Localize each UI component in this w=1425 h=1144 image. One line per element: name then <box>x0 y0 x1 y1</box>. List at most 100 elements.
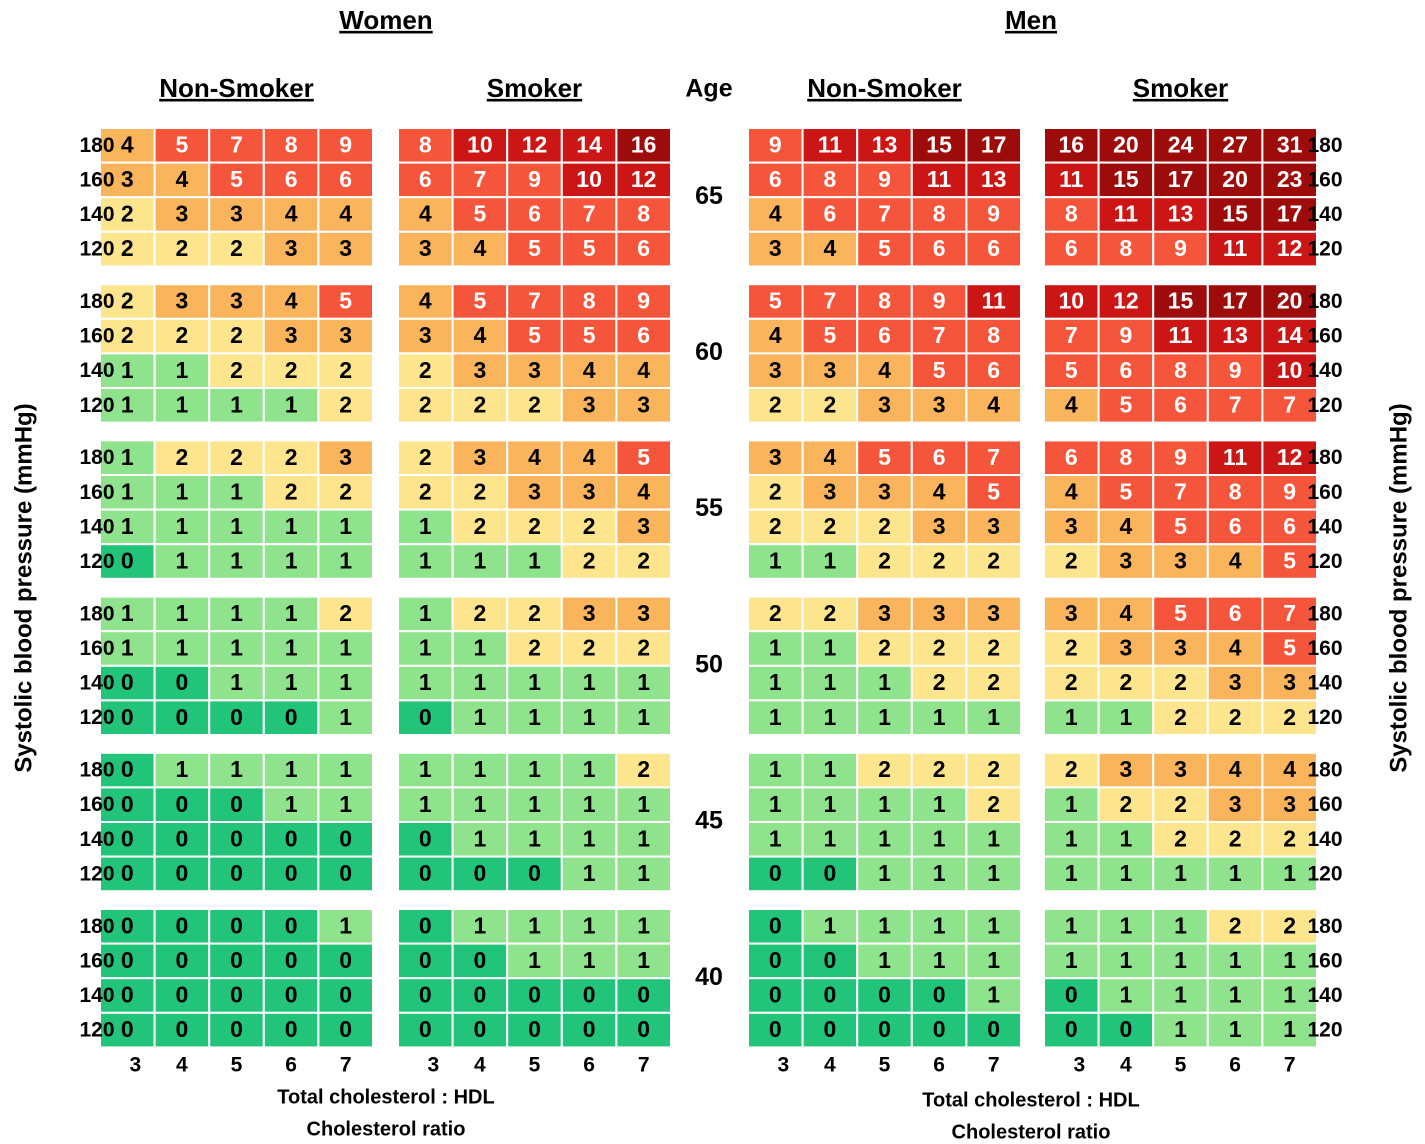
risk-value: 4 <box>878 357 891 383</box>
risk-value: 1 <box>987 704 1000 730</box>
risk-value: 20 <box>1113 131 1139 157</box>
risk-value: 1 <box>824 912 837 938</box>
risk-cell <box>99 1011 156 1049</box>
risk-value: 3 <box>1120 635 1133 661</box>
risk-value: 3 <box>878 478 891 504</box>
risk-value: 1 <box>878 860 891 886</box>
risk-value: 15 <box>1222 201 1248 227</box>
risk-cell <box>451 699 509 737</box>
risk-value: 8 <box>1174 357 1187 383</box>
risk-value: 1 <box>583 860 596 886</box>
age-label: 40 <box>695 963 723 991</box>
risk-value: 3 <box>285 235 298 261</box>
risk-value: 8 <box>824 166 837 192</box>
risk-cell <box>451 196 509 233</box>
risk-value: 1 <box>339 704 352 730</box>
risk-value: 2 <box>1283 825 1296 851</box>
risk-value: 3 <box>528 478 541 504</box>
risk-cell <box>397 543 454 580</box>
risk-value: 3 <box>1229 669 1242 695</box>
risk-value: 1 <box>474 791 487 817</box>
risk-value: 7 <box>987 444 1000 470</box>
risk-cell <box>560 664 618 702</box>
risk-value: 2 <box>285 444 298 470</box>
risk-value: 15 <box>1168 288 1194 314</box>
risk-value: 14 <box>576 131 602 157</box>
risk-cell <box>451 283 509 320</box>
risk-cell <box>1043 855 1100 893</box>
risk-value: 3 <box>419 322 432 348</box>
risk-value: 1 <box>176 513 189 539</box>
column-label: 6 <box>933 1054 945 1077</box>
risk-value: 12 <box>522 131 548 157</box>
risk-value: 1 <box>1174 1016 1187 1042</box>
risk-value: 5 <box>878 444 891 470</box>
risk-value: 1 <box>824 669 837 695</box>
risk-cell <box>1206 855 1264 893</box>
risk-cell <box>1261 387 1319 424</box>
risk-value: 2 <box>824 391 837 417</box>
risk-value: 0 <box>121 756 134 782</box>
risk-cell <box>965 230 1023 268</box>
risk-value: 0 <box>419 1016 432 1042</box>
risk-value: 3 <box>637 600 650 626</box>
risk-cell <box>1261 1011 1319 1049</box>
risk-value: 1 <box>528 669 541 695</box>
risk-value: 4 <box>1283 756 1296 782</box>
risk-value: 9 <box>528 166 541 192</box>
risk-value: 0 <box>1065 982 1078 1008</box>
risk-value: 1 <box>1283 860 1296 886</box>
risk-value: 2 <box>474 391 487 417</box>
risk-value: 2 <box>637 548 650 574</box>
risk-value: 3 <box>1174 548 1187 574</box>
y-axis-label-right: Systolic blood pressure (mmHg) <box>1385 403 1412 772</box>
risk-cell <box>965 855 1023 893</box>
risk-cell <box>317 317 374 355</box>
risk-cell <box>451 161 509 199</box>
risk-value: 6 <box>933 235 946 261</box>
group-title: Women <box>339 5 432 35</box>
sbp-label-left: 180 <box>79 915 114 938</box>
column-label: 5 <box>879 1054 891 1077</box>
risk-cell <box>1097 543 1155 580</box>
risk-value: 4 <box>285 288 298 314</box>
risk-value: 11 <box>818 131 843 157</box>
risk-value: 4 <box>933 478 946 504</box>
risk-value: 1 <box>1174 912 1187 938</box>
risk-value: 1 <box>878 912 891 938</box>
risk-value: 1 <box>1174 947 1187 973</box>
risk-cell <box>397 908 454 945</box>
risk-value: 0 <box>285 947 298 973</box>
risk-cell <box>451 630 509 667</box>
risk-value: 2 <box>121 235 134 261</box>
risk-value: 0 <box>769 947 782 973</box>
risk-value: 1 <box>637 669 650 695</box>
risk-value: 2 <box>824 600 837 626</box>
risk-value: 0 <box>121 669 134 695</box>
risk-value: 2 <box>1065 756 1078 782</box>
risk-value: 0 <box>339 1016 352 1042</box>
risk-value: 1 <box>339 756 352 782</box>
risk-cell <box>1043 127 1100 164</box>
sbp-label-left: 180 <box>79 134 114 157</box>
risk-value: 2 <box>474 478 487 504</box>
risk-value: 2 <box>1174 669 1187 695</box>
risk-cell <box>1261 751 1319 789</box>
risk-value: 1 <box>230 756 243 782</box>
risk-value: 1 <box>419 600 432 626</box>
risk-cell <box>560 855 618 893</box>
risk-cell <box>910 699 968 737</box>
risk-value: 1 <box>176 756 189 782</box>
age-label: 60 <box>695 338 723 366</box>
sbp-label-right: 160 <box>1307 325 1342 348</box>
risk-value: 1 <box>824 791 837 817</box>
risk-value: 2 <box>1174 825 1187 851</box>
risk-cell <box>1206 699 1264 737</box>
risk-cell <box>1206 1011 1264 1049</box>
risk-value: 1 <box>583 669 596 695</box>
risk-cell <box>451 786 509 824</box>
risk-value: 3 <box>1174 756 1187 782</box>
risk-value: 5 <box>1174 513 1187 539</box>
risk-value: 1 <box>230 600 243 626</box>
risk-value: 2 <box>987 548 1000 574</box>
